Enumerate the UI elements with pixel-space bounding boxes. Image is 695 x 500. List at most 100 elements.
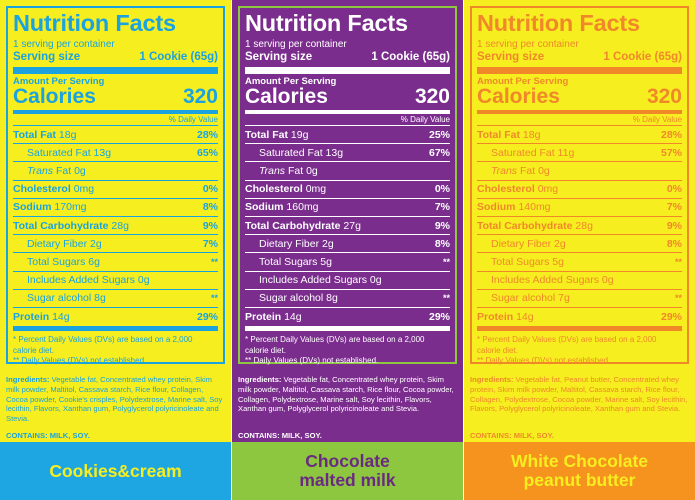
thick-divider xyxy=(13,67,218,74)
serving-size-value: 1 Cookie (65g) xyxy=(139,51,218,63)
row-label: Total Sugars xyxy=(259,255,318,268)
nutrition-facts-label: Nutrition Facts 1 serving per container … xyxy=(470,6,689,365)
amount-per-serving: Amount Per Serving xyxy=(245,76,337,87)
row-amount: 0g xyxy=(369,274,382,287)
servings-per-container: 1 serving per container xyxy=(477,39,579,50)
allergen-contains: CONTAINS: MILK, SOY. xyxy=(6,431,90,440)
row-label: Sodium xyxy=(245,201,284,214)
calories-value: 320 xyxy=(414,85,450,108)
row-amount: 13g xyxy=(93,146,112,159)
row-dv: ** xyxy=(442,256,450,267)
ingredients-label: Ingredients: xyxy=(238,375,282,384)
row-saturated-fat: Saturated Fat 13g 65% xyxy=(13,144,218,163)
medium-divider xyxy=(477,326,682,332)
flavor-band: Chocolate malted milk xyxy=(232,442,463,500)
row-amount: 14g xyxy=(284,310,302,323)
row-amount: 6g xyxy=(88,255,100,268)
row-cholesterol: Cholesterol 0mg 0% xyxy=(13,181,218,199)
row-amount: 170mg xyxy=(54,201,87,214)
row-label: Trans xyxy=(259,164,286,177)
footnote-not-established: ** Daily Values (DVs) not established. xyxy=(245,356,379,366)
row-dv: 29% xyxy=(428,310,450,323)
row-sodium: Sodium 170mg 8% xyxy=(13,199,218,217)
serving-size-label: Serving size xyxy=(477,51,545,63)
row-protein: Protein 14g 29% xyxy=(245,308,450,326)
row-amount: 140mg xyxy=(518,201,551,214)
row-label: Total Carbohydrate xyxy=(245,219,341,232)
nutrition-facts-label: Nutrition Facts 1 serving per container … xyxy=(238,6,457,366)
ingredients: Ingredients: Vegetable fat, Concentrated… xyxy=(6,375,225,424)
row-label: Dietary Fiber xyxy=(491,237,552,250)
ingredients-text: Vegetable fat, Concentrated whey protein… xyxy=(238,375,454,414)
footnote-dv: * Percent Daily Values (DVs) are based o… xyxy=(13,335,193,355)
serving-size: Serving size 1 Cookie (65g) xyxy=(477,51,682,64)
calories-label: Calories xyxy=(245,85,328,108)
footnote: * Percent Daily Values (DVs) are based o… xyxy=(13,331,218,367)
ingredients-label: Ingredients: xyxy=(470,375,514,384)
row-amount: 0mg xyxy=(537,183,559,196)
nutrition-facts-title: Nutrition Facts xyxy=(13,10,176,36)
row-total-fat: Total Fat 18g 28% xyxy=(477,126,682,145)
row-amount: 27g xyxy=(343,219,361,232)
row-dv: 0% xyxy=(434,183,450,196)
medium-divider xyxy=(245,326,450,332)
row-label: Dietary Fiber xyxy=(27,237,88,250)
row-dietary-fiber: Dietary Fiber 2g 7% xyxy=(13,235,218,254)
row-total-carbohydrate: Total Carbohydrate 28g 9% xyxy=(13,217,218,236)
calories-label: Calories xyxy=(13,85,96,108)
row-amount: 13g xyxy=(325,146,344,159)
row-trans-fat: Trans Fat 0g xyxy=(477,162,682,181)
row-label-suffix: Fat xyxy=(519,164,536,177)
footnote-dv: * Percent Daily Values (DVs) are based o… xyxy=(245,335,425,355)
row-dv: 9% xyxy=(666,219,682,232)
row-label: Cholesterol xyxy=(477,183,535,196)
row-dv: 65% xyxy=(196,146,218,159)
flavor-name-line1: White Chocolate xyxy=(510,451,649,471)
row-amount: 2g xyxy=(554,237,566,250)
row-dv: ** xyxy=(210,256,218,267)
allergen-contains: CONTAINS: MILK, SOY. xyxy=(470,431,554,440)
row-label-suffix: Fat xyxy=(287,164,304,177)
row-dv: ** xyxy=(210,293,218,304)
row-dv: 29% xyxy=(196,310,218,323)
row-dv: 7% xyxy=(202,237,218,250)
row-amount: 7g xyxy=(558,292,570,305)
row-label: Protein xyxy=(245,310,282,323)
row-dv: ** xyxy=(674,256,682,267)
row-label: Total Fat xyxy=(245,128,288,141)
row-amount: 8g xyxy=(94,292,106,305)
row-label: Includes Added Sugars xyxy=(259,274,367,287)
row-label: Cholesterol xyxy=(13,183,71,196)
row-label: Total Sugars xyxy=(491,255,550,268)
row-label: Saturated Fat xyxy=(27,146,91,159)
row-label: Trans xyxy=(27,164,54,177)
row-amount: 0g xyxy=(538,164,550,177)
serving-size-label: Serving size xyxy=(245,51,313,63)
row-label: Cholesterol xyxy=(245,183,303,196)
row-label: Total Carbohydrate xyxy=(477,219,573,232)
row-amount: 0g xyxy=(137,274,150,287)
row-amount: 160mg xyxy=(286,201,319,214)
medium-divider xyxy=(477,110,682,114)
row-saturated-fat: Saturated Fat 11g 57% xyxy=(477,144,682,163)
row-total-fat: Total Fat 19g 25% xyxy=(245,126,450,145)
row-dv: 0% xyxy=(666,183,682,196)
row-amount: 19g xyxy=(290,128,309,141)
row-sodium: Sodium 160mg 7% xyxy=(245,199,450,217)
allergen-contains: CONTAINS: MILK, SOY. xyxy=(238,431,322,440)
row-amount: 5g xyxy=(552,255,564,268)
row-amount: 0g xyxy=(306,164,318,177)
row-label: Trans xyxy=(491,164,518,177)
row-dv: 28% xyxy=(196,128,218,141)
row-sugar-alcohol: Sugar alcohol 8g ** xyxy=(245,290,450,308)
panel-cookies-and-cream: Nutrition Facts 1 serving per container … xyxy=(0,0,231,500)
row-saturated-fat: Saturated Fat 13g 67% xyxy=(245,144,450,163)
row-label: Sugar alcohol xyxy=(259,292,324,305)
serving-size-label: Serving size xyxy=(13,51,81,63)
row-amount: 0mg xyxy=(305,183,327,196)
servings-per-container: 1 serving per container xyxy=(245,39,347,50)
row-protein: Protein 14g 29% xyxy=(477,308,682,326)
row-label: Includes Added Sugars xyxy=(491,274,599,287)
row-label: Includes Added Sugars xyxy=(27,274,135,287)
row-total-sugars: Total Sugars 5g ** xyxy=(245,253,450,272)
